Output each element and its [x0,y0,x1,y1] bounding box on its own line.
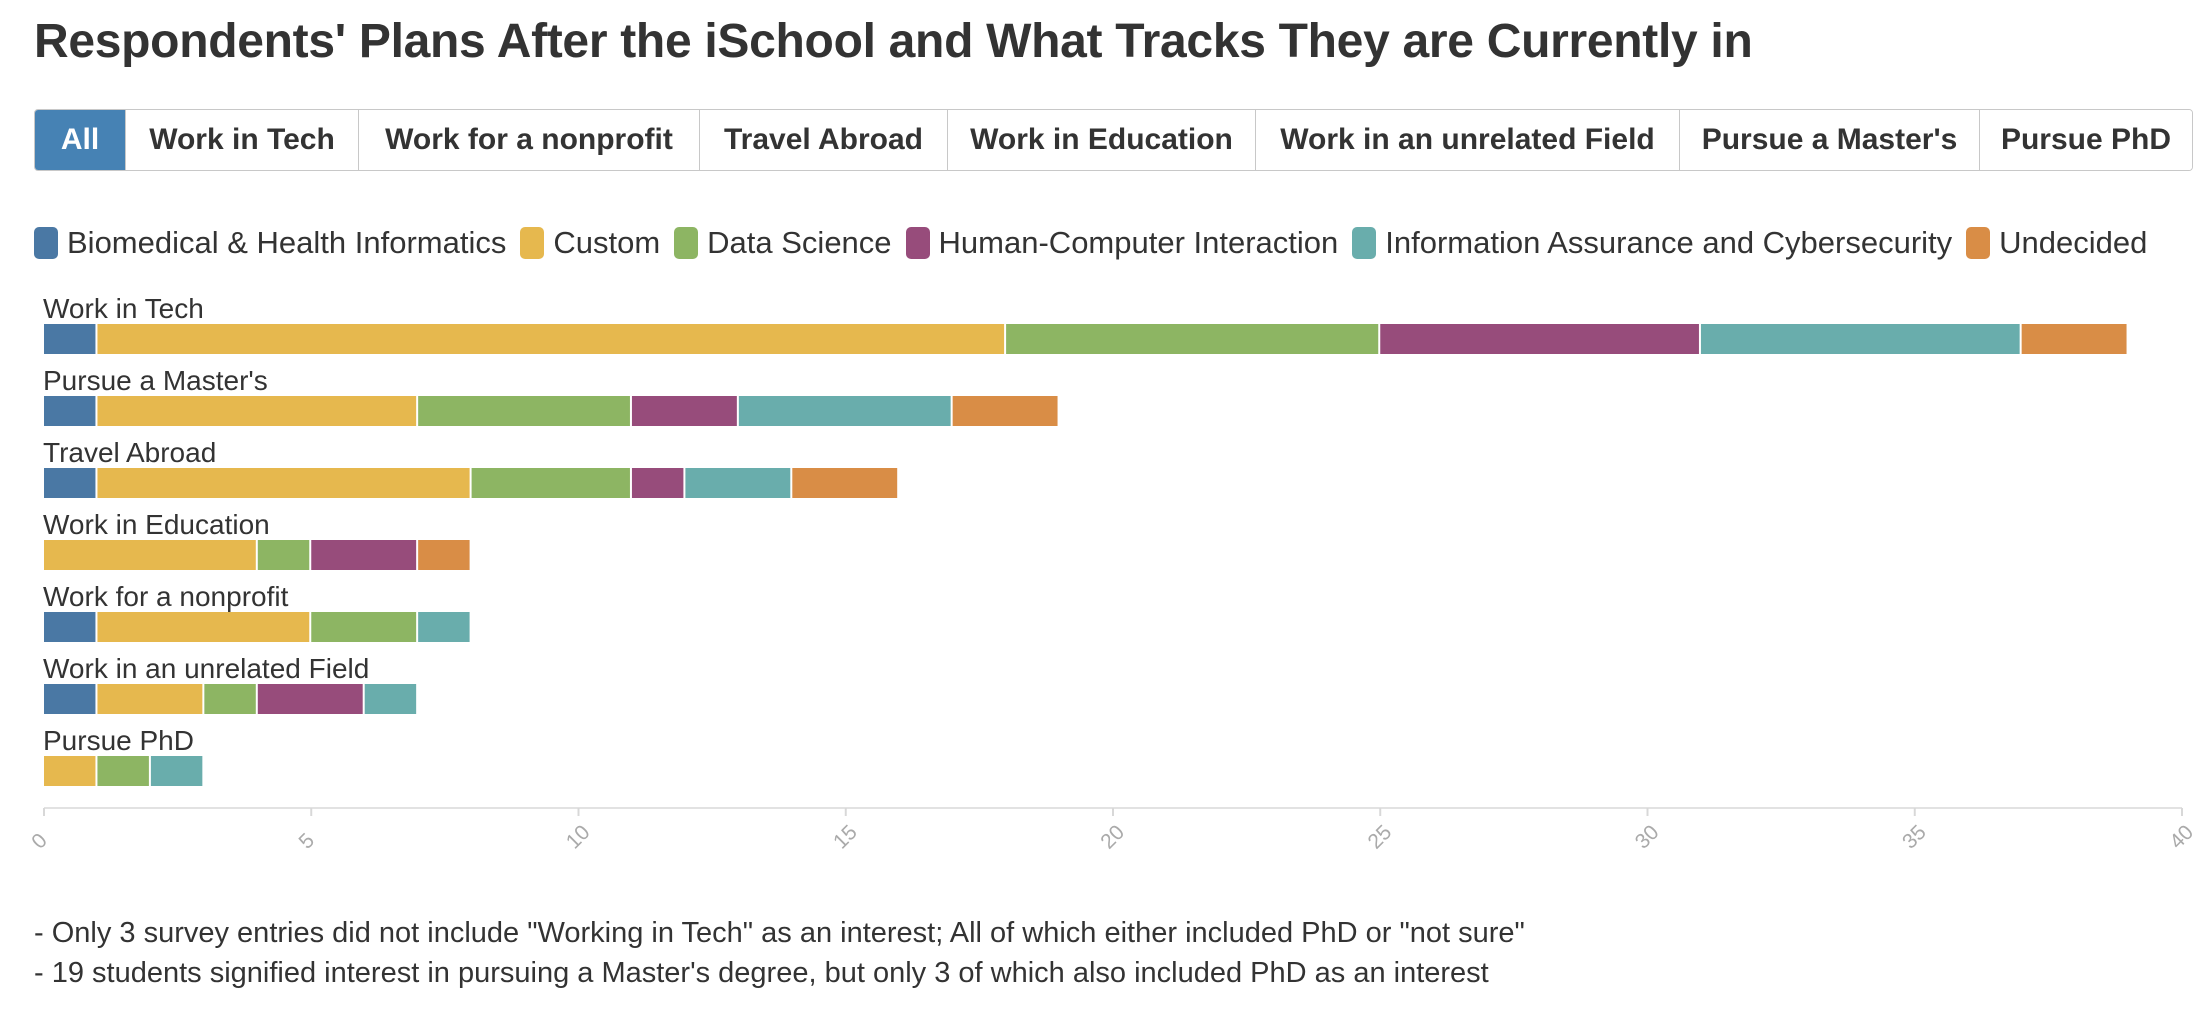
bar-work-in-an-unrelated-field-information-assurance-and-cybersecurity[interactable] [364,684,417,714]
bar-work-in-education-human-computer-interaction[interactable] [311,540,417,570]
legend-item-hci[interactable]: Human-Computer Interaction [905,225,1339,261]
x-tick-label-10: 10 [562,821,595,854]
x-axis: 0 5 10 15 20 25 30 35 40 [27,807,2198,854]
chart-notes: - Only 3 survey entries did not include … [34,913,1525,993]
bar-work-in-tech-undecided[interactable] [2021,324,2127,354]
bar-work-in-tech-human-computer-interaction[interactable] [1380,324,1699,354]
row-label-pursue-phd: Pursue PhD [43,725,194,756]
legend-item-biomedical[interactable]: Biomedical & Health Informatics [34,225,506,261]
filter-pursue-phd-button[interactable]: Pursue PhD [1980,110,2192,170]
bar-work-in-education-data-science[interactable] [257,540,310,570]
legend-item-custom[interactable]: Custom [520,225,660,261]
filter-all-button[interactable]: All [35,110,126,170]
x-tick-label-40: 40 [2165,821,2198,854]
legend-label-biomedical: Biomedical & Health Informatics [67,225,507,260]
bar-travel-abroad-human-computer-interaction[interactable] [631,468,684,498]
row-label-work-for-a-nonprofit: Work for a nonprofit [43,581,289,612]
legend-swatch-undecided [1966,227,1991,259]
bar-work-in-education-custom[interactable] [44,540,256,570]
bar-pursue-phd-information-assurance-and-cybersecurity[interactable] [150,756,203,786]
filter-pursue-masters-button[interactable]: Pursue a Master's [1680,110,1980,170]
chart-title: Respondents' Plans After the iSchool and… [34,15,1753,68]
bar-pursue-phd-data-science[interactable] [97,756,149,786]
legend-item-undecided[interactable]: Undecided [1966,225,2147,261]
legend-swatch-custom [520,227,545,259]
bar-pursue-a-master-s-custom[interactable] [97,396,417,426]
legend-item-cybersecurity[interactable]: Information Assurance and Cybersecurity [1352,225,1952,261]
bar-work-in-an-unrelated-field-biomedical-health-informatics[interactable] [44,684,96,714]
bar-pursue-a-master-s-data-science[interactable] [418,396,630,426]
bar-work-in-an-unrelated-field-custom[interactable] [97,684,203,714]
row-label-work-in-an-unrelated-field: Work in an unrelated Field [43,653,369,684]
note-masters-degree: - 19 students signified interest in purs… [34,957,1489,989]
bar-work-for-a-nonprofit-custom[interactable] [97,612,310,642]
x-tick-label-35: 35 [1898,821,1931,854]
stacked-bar-chart: Work in Tech Pursue a Master's Travel Abro… [27,293,2198,854]
plan-filter-button-group: All Work in Tech Work for a nonprofit Tr… [34,109,2193,171]
legend-label-data-science: Data Science [707,225,892,260]
legend-swatch-hci [905,227,930,259]
bar-travel-abroad-custom[interactable] [97,468,470,498]
bar-pursue-a-master-s-information-assurance-and-cybersecurity[interactable] [738,396,951,426]
chart-legend: Biomedical & Health Informatics Custom D… [34,225,2161,261]
row-label-pursue-a-master-s: Pursue a Master's [43,365,268,396]
legend-label-custom: Custom [553,225,661,260]
row-label-work-in-tech: Work in Tech [43,293,204,324]
bar-pursue-a-master-s-undecided[interactable] [952,396,1058,426]
bar-work-in-an-unrelated-field-data-science[interactable] [204,684,256,714]
legend-label-undecided: Undecided [1999,225,2148,260]
bar-travel-abroad-information-assurance-and-cybersecurity[interactable] [685,468,791,498]
legend-swatch-data-science [674,227,699,259]
bar-pursue-a-master-s-human-computer-interaction[interactable] [631,396,737,426]
legend-label-hci: Human-Computer Interaction [938,225,1339,260]
legend-label-cybersecurity: Information Assurance and Cybersecurity [1385,225,1953,260]
bar-pursue-a-master-s-biomedical-health-informatics[interactable] [44,396,96,426]
bar-travel-abroad-data-science[interactable] [471,468,630,498]
x-tick-label-15: 15 [829,821,862,854]
bar-work-in-education-undecided[interactable] [418,540,470,570]
x-tick-label-0: 0 [27,829,52,854]
bar-work-for-a-nonprofit-data-science[interactable] [311,612,417,642]
bar-work-in-tech-biomedical-health-informatics[interactable] [44,324,96,354]
bar-pursue-phd-custom[interactable] [44,756,96,786]
row-label-work-in-education: Work in Education [43,509,270,540]
filter-work-for-nonprofit-button[interactable]: Work for a nonprofit [359,110,700,170]
bar-work-in-tech-information-assurance-and-cybersecurity[interactable] [1700,324,2020,354]
x-tick-label-20: 20 [1096,821,1129,854]
bar-work-for-a-nonprofit-information-assurance-and-cybersecurity[interactable] [418,612,470,642]
bar-work-in-tech-data-science[interactable] [1006,324,1379,354]
filter-work-in-unrelated-field-button[interactable]: Work in an unrelated Field [1256,110,1680,170]
filter-work-in-tech-button[interactable]: Work in Tech [126,110,359,170]
bar-work-for-a-nonprofit-biomedical-health-informatics[interactable] [44,612,96,642]
note-working-in-tech: - Only 3 survey entries did not include … [34,917,1525,949]
bars-layer: Work in Tech Pursue a Master's Travel Abro… [43,293,2127,786]
bar-work-in-an-unrelated-field-human-computer-interaction[interactable] [257,684,363,714]
legend-swatch-cybersecurity [1352,227,1377,259]
x-tick-label-5: 5 [295,829,320,854]
x-tick-label-30: 30 [1631,821,1664,854]
legend-swatch-biomedical [34,227,58,259]
row-label-travel-abroad: Travel Abroad [43,437,216,468]
bar-travel-abroad-biomedical-health-informatics[interactable] [44,468,96,498]
x-tick-label-25: 25 [1364,821,1397,854]
filter-travel-abroad-button[interactable]: Travel Abroad [700,110,948,170]
bar-work-in-tech-custom[interactable] [97,324,1005,354]
filter-work-in-education-button[interactable]: Work in Education [948,110,1256,170]
legend-item-data-science[interactable]: Data Science [674,225,892,261]
bar-travel-abroad-undecided[interactable] [792,468,898,498]
